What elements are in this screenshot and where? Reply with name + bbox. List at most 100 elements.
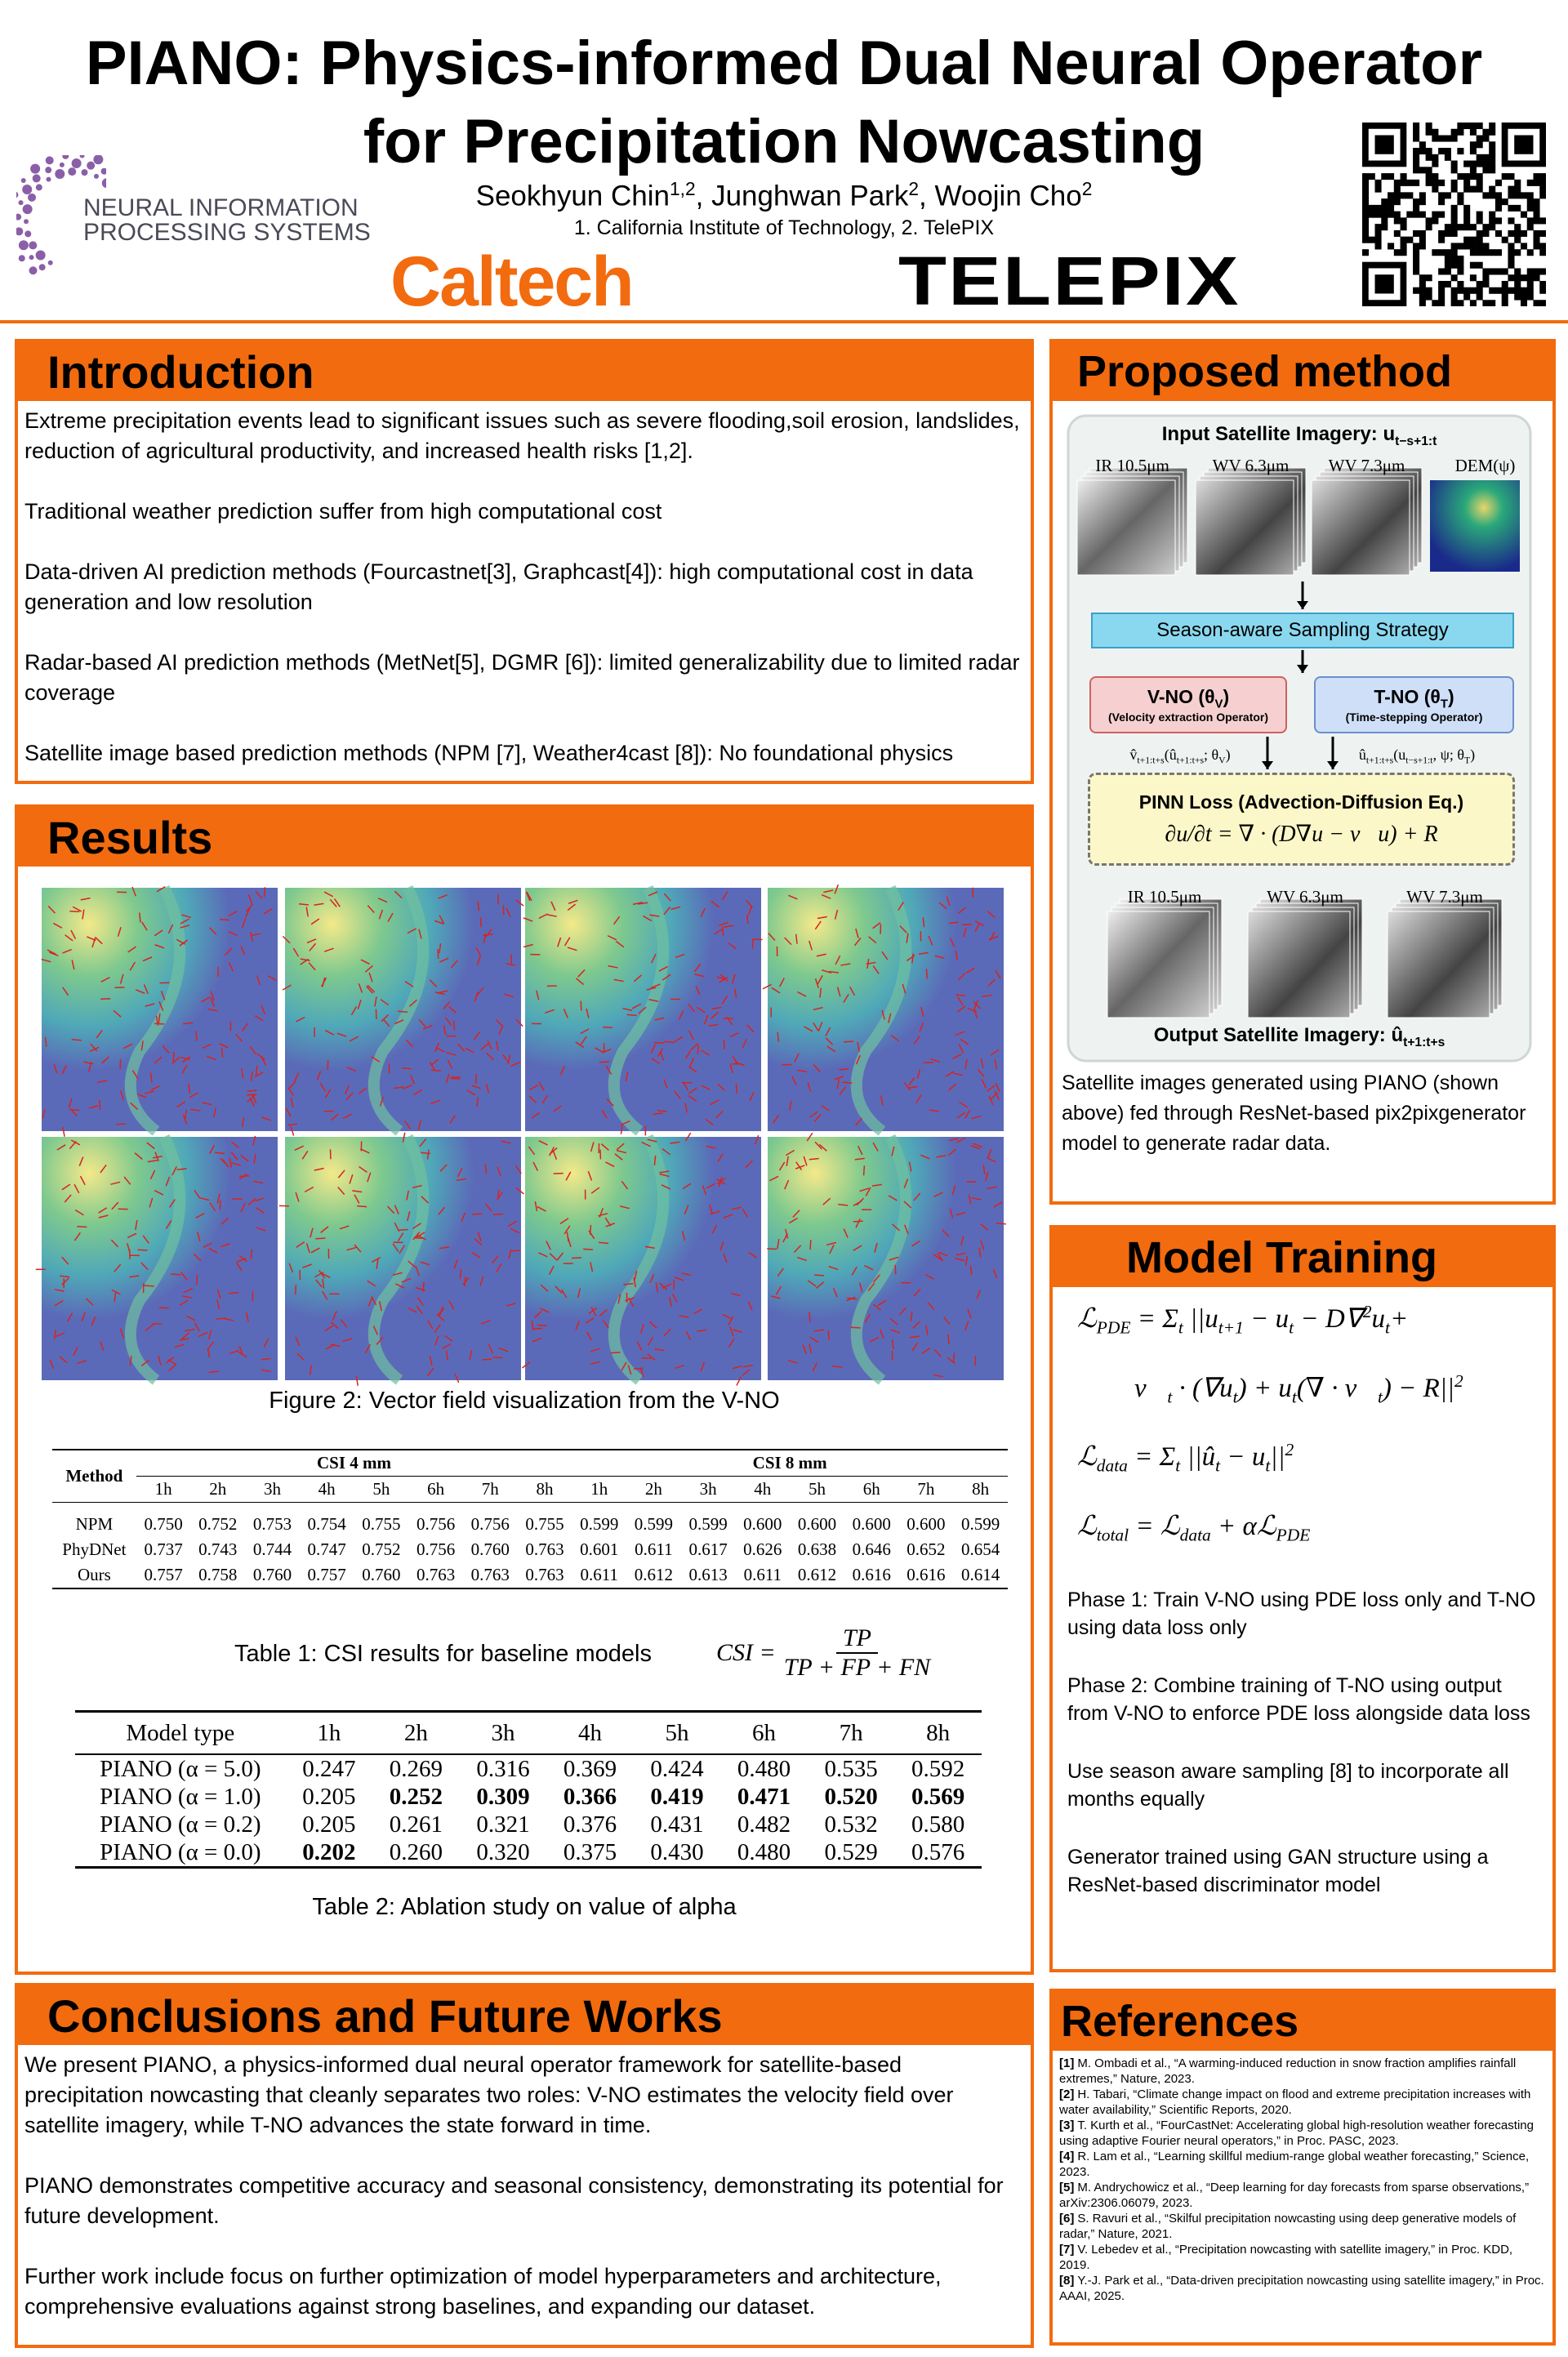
table-cell: 0.261 [372,1811,460,1838]
qr-module [1362,198,1369,205]
qr-module [1451,212,1458,218]
math-segment: ) [1223,686,1230,707]
qr-module [1482,268,1489,274]
qr-module [1394,217,1401,224]
qr-module [1426,154,1432,161]
qr-module [1482,161,1489,167]
section-body: Extreme precipitation events lead to sig… [18,401,1031,804]
tno-subtitle: (Time-stepping Operator) [1316,711,1512,724]
table-cell: 0.202 [286,1838,373,1868]
qr-module [1457,198,1463,205]
qr-module [1470,224,1477,230]
table-cell: 0.599 [572,1503,626,1538]
math-segment: , ψ; θ [1433,746,1464,763]
qr-module [1388,198,1394,205]
table-cell: 0.269 [372,1754,460,1783]
qr-module [1463,212,1470,218]
qr-module [1489,300,1495,306]
row-label: PIANO (α = 0.2) [75,1811,286,1838]
section-title: Results [18,808,1031,867]
qr-module [1432,154,1438,161]
qr-module [1438,300,1445,306]
qr-module [1477,123,1483,129]
author-name: , Junghwan Park [696,180,909,212]
logo-dot [36,184,42,190]
table-cell: 0.569 [894,1783,982,1811]
divider [0,320,1568,323]
row-label: NPM [52,1503,136,1538]
header-cell: 1h [286,1712,373,1755]
neurips-logo: NEURAL INFORMATION PROCESSING SYSTEMS [83,196,371,245]
table-cell: 0.763 [408,1562,463,1588]
qr-module [1438,249,1445,256]
qr-module [1451,249,1458,256]
qr-module [1533,205,1539,212]
table-cell: 0.755 [354,1503,409,1538]
logo-dot [46,156,54,164]
figure-caption: Figure 2: Vector field visualization fro… [18,1388,1031,1415]
table-cell: 0.756 [463,1503,518,1538]
qr-module [1375,186,1382,193]
qr-module [1432,180,1438,186]
qr-module [1514,224,1521,230]
qr-module [1514,205,1521,212]
reference-text: R. Lam et al., “Learning skillful medium… [1059,2150,1529,2179]
tno-output: ût+1:t+s(ut−s+1:t, ψ; θT) [1307,746,1527,766]
qr-module [1539,217,1546,224]
qr-module [1362,180,1369,186]
qr-module [1508,287,1514,294]
qr-module [1477,186,1483,193]
table-cell: 0.309 [460,1783,547,1811]
qr-module [1362,186,1369,193]
qr-module [1477,293,1483,300]
header-cell: 4h [300,1477,354,1503]
math-segment: V-NO (θ [1147,686,1215,707]
table-cell: 0.763 [518,1537,572,1562]
qr-module [1413,268,1419,274]
qr-module [1419,141,1426,148]
qr-module [1533,274,1539,281]
qr-module [1489,148,1495,154]
qr-module [1432,161,1438,167]
qr-module [1470,186,1477,193]
qr-module [1482,230,1489,237]
qr-module [1495,180,1502,186]
math-segment: − u [1220,1442,1265,1472]
paragraph: Use season aware sampling [8] to incorpo… [1067,1758,1538,1813]
table-cell: 0.763 [463,1562,518,1588]
qr-module [1406,212,1413,218]
csi-formula: CSI = TP TP + FP + FN [716,1624,930,1682]
introduction: Introduction Extreme precipitation event… [15,339,1034,784]
formula-lhs: CSI = [716,1639,776,1667]
header-cell: 1h [136,1477,191,1503]
qr-module [1477,161,1483,167]
section-title: References [1053,1992,1552,2051]
qr-module [1527,281,1534,287]
qr-module [1533,237,1539,243]
qr-module [1394,230,1401,237]
table-cell: 0.737 [136,1537,191,1562]
qr-module [1502,293,1508,300]
qr-module [1413,167,1419,173]
table-cell: 0.600 [844,1503,899,1538]
qr-module [1495,287,1502,294]
qr-module [1432,186,1438,193]
qr-module [1521,293,1527,300]
fraction: TP TP + FP + FN [784,1624,930,1682]
denominator: TP + FP + FN [784,1654,930,1682]
qr-module [1463,224,1470,230]
row-label: Ours [52,1562,136,1588]
qr-module [1451,256,1458,262]
table-cell: 0.580 [894,1811,982,1838]
math-segment: ; θ [1204,746,1218,763]
qr-module [1375,243,1382,249]
qr-module [1419,300,1426,306]
qr-module [1457,224,1463,230]
qr-module [1482,154,1489,161]
qr-module [1539,249,1546,256]
logo-dot [19,200,24,205]
tno-title: T-NO (θT) [1316,686,1512,711]
qr-module [1419,198,1426,205]
